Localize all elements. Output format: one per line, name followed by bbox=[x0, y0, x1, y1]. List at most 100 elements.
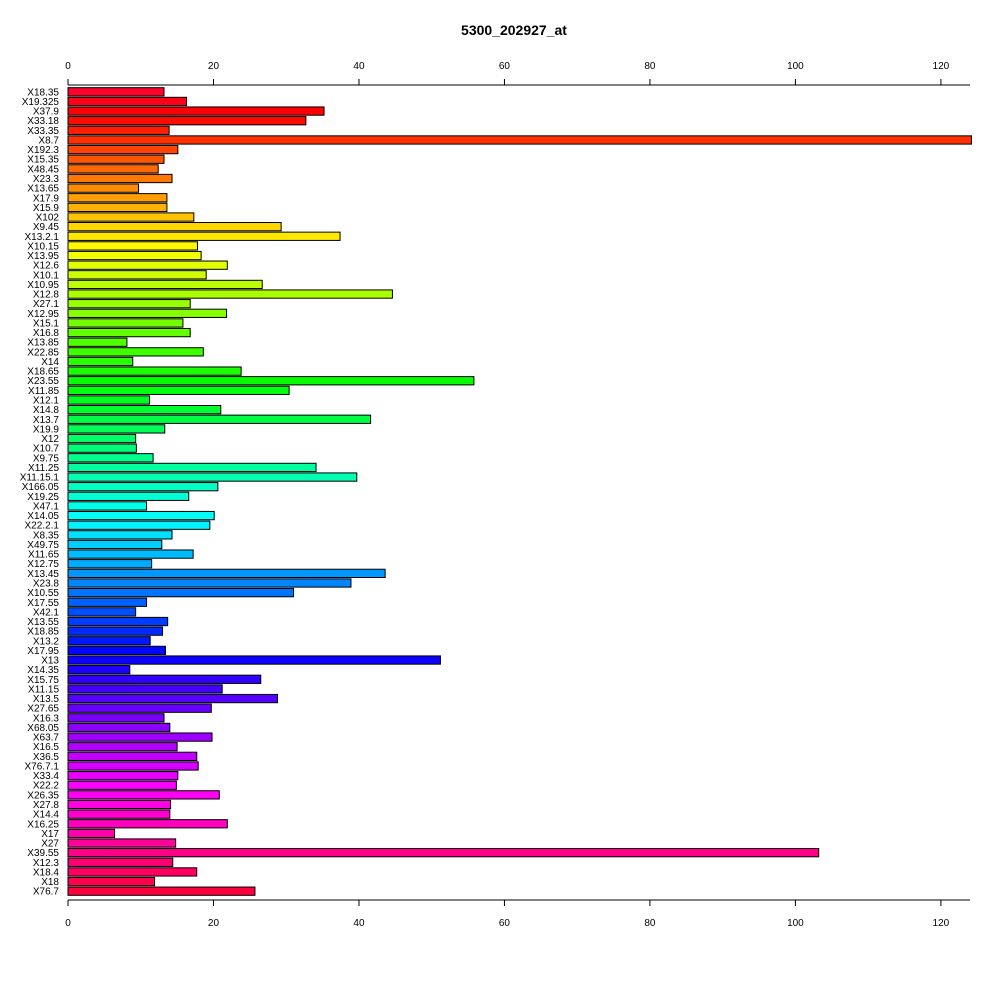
category-label: X12.8 bbox=[33, 290, 60, 301]
category-label: X18 bbox=[41, 877, 59, 888]
bar bbox=[67, 183, 140, 193]
category-label: X17.9 bbox=[33, 193, 60, 204]
category-labels: X18.35X19.325X37.9X33.18X33.35X8.7X192.3… bbox=[20, 87, 60, 897]
top-tick-label: 60 bbox=[499, 61, 511, 72]
category-label: X47.1 bbox=[33, 501, 60, 512]
category-label: X17.95 bbox=[27, 646, 59, 657]
top-tick-label: 20 bbox=[208, 61, 220, 72]
bar bbox=[67, 559, 153, 569]
bar bbox=[67, 645, 166, 656]
bar bbox=[67, 106, 325, 116]
bar bbox=[67, 742, 178, 752]
category-label: X11.15.1 bbox=[20, 473, 60, 484]
bar bbox=[67, 530, 173, 540]
bar bbox=[67, 693, 278, 704]
category-label: X13.5 bbox=[33, 694, 60, 705]
bar bbox=[67, 193, 168, 203]
bar bbox=[67, 510, 215, 521]
category-label: X11.15 bbox=[28, 684, 59, 695]
bar bbox=[67, 587, 294, 598]
category-label: X15.35 bbox=[27, 155, 59, 166]
bar bbox=[67, 164, 159, 174]
bar bbox=[67, 655, 441, 665]
category-label: X10.55 bbox=[27, 588, 59, 599]
category-label: X8.7 bbox=[38, 135, 59, 146]
category-label: X23.8 bbox=[33, 578, 60, 589]
bar bbox=[67, 761, 199, 771]
bottom-tick-label: 80 bbox=[644, 918, 656, 929]
bar bbox=[67, 790, 220, 800]
bottom-tick-label: 40 bbox=[353, 918, 365, 929]
category-label: X27 bbox=[41, 839, 59, 850]
bar bbox=[67, 568, 386, 579]
category-label: X13.7 bbox=[33, 415, 60, 426]
category-label: X22.2 bbox=[33, 781, 60, 792]
bar bbox=[67, 636, 151, 646]
category-label: X13.45 bbox=[27, 569, 59, 580]
top-axis: 0 20 40 60 80 100 120 bbox=[65, 61, 970, 86]
bar bbox=[67, 289, 393, 299]
bar bbox=[67, 732, 213, 742]
bar bbox=[67, 433, 137, 444]
category-label: X18.4 bbox=[33, 867, 60, 878]
category-label: X10.7 bbox=[33, 444, 60, 455]
bar bbox=[67, 260, 228, 270]
category-label: X11.65 bbox=[28, 550, 59, 561]
category-label: X12.3 bbox=[33, 858, 60, 869]
bar bbox=[67, 867, 198, 877]
bar bbox=[67, 886, 256, 896]
category-label: X9.75 bbox=[33, 453, 60, 464]
bar bbox=[67, 173, 173, 184]
category-label: X8.35 bbox=[33, 530, 60, 541]
top-tick-label: 40 bbox=[353, 61, 365, 72]
category-label: X10.95 bbox=[27, 280, 59, 291]
bar bbox=[67, 347, 204, 357]
bar bbox=[67, 539, 163, 550]
category-label: X192.3 bbox=[27, 145, 59, 156]
category-label: X19.9 bbox=[33, 424, 60, 435]
bar bbox=[67, 231, 341, 241]
bar bbox=[67, 597, 148, 607]
bar bbox=[67, 828, 116, 839]
bar bbox=[67, 424, 166, 434]
category-label: X14.05 bbox=[27, 511, 59, 522]
category-label: X68.05 bbox=[27, 723, 59, 734]
category-label: X15.1 bbox=[33, 318, 60, 329]
category-label: X19.25 bbox=[27, 492, 59, 503]
category-label: X33.35 bbox=[27, 126, 59, 137]
category-label: X18.35 bbox=[27, 87, 59, 98]
bar bbox=[67, 144, 179, 155]
top-tick-label: 120 bbox=[933, 61, 950, 72]
bar bbox=[67, 404, 222, 415]
bar bbox=[67, 318, 184, 328]
category-label: X76.7.1 bbox=[25, 761, 60, 772]
category-label: X18.85 bbox=[27, 627, 59, 638]
bar bbox=[67, 376, 475, 386]
category-label: X14.4 bbox=[33, 810, 60, 821]
bar bbox=[67, 462, 317, 473]
category-label: X18.65 bbox=[27, 367, 59, 378]
category-label: X17.55 bbox=[27, 598, 59, 609]
bar bbox=[67, 154, 165, 164]
bar bbox=[67, 482, 219, 492]
bar bbox=[67, 385, 290, 396]
category-label: X33.18 bbox=[27, 116, 59, 127]
category-label: X11.85 bbox=[28, 386, 59, 397]
category-label: X166.05 bbox=[22, 482, 60, 493]
category-label: X13.2.1 bbox=[25, 232, 60, 243]
category-label: X16.8 bbox=[33, 328, 60, 339]
bar bbox=[67, 809, 171, 819]
bar bbox=[67, 703, 212, 713]
bar bbox=[67, 520, 211, 530]
top-tick-label: 80 bbox=[644, 61, 656, 72]
bottom-tick-label: 120 bbox=[933, 918, 950, 929]
bar bbox=[67, 665, 131, 675]
category-label: X33.4 bbox=[33, 771, 60, 782]
bar bbox=[67, 549, 194, 559]
bar bbox=[67, 443, 137, 453]
bar bbox=[67, 674, 262, 684]
bar bbox=[67, 87, 165, 97]
bar bbox=[67, 857, 174, 867]
bar bbox=[67, 799, 172, 810]
bar bbox=[67, 491, 190, 501]
